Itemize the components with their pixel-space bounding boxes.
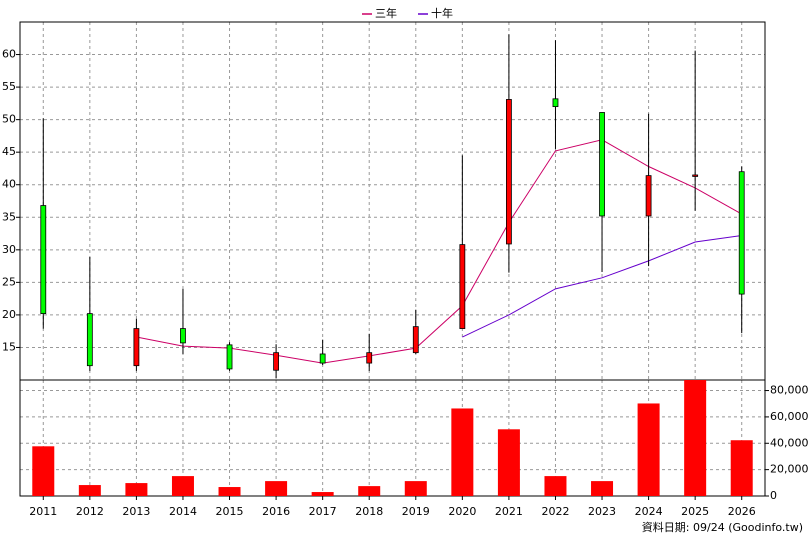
bar [497,429,520,496]
bar [684,380,707,496]
candle-body [273,352,279,371]
bar [218,487,241,496]
y-tick-label: 20,000 [770,463,808,476]
candle-body [366,352,373,364]
candle-body [645,175,652,217]
x-tick-label: 2018 [355,505,383,518]
y-tick-label: 0 [770,489,777,502]
x-tick-label: 2020 [448,505,476,518]
bar [544,476,567,496]
x-tick-label: 2012 [76,505,104,518]
y-tick-label: 15 [2,340,16,353]
candle-body [180,328,186,344]
candle-body [506,99,512,245]
bar [637,403,660,496]
panel-border [19,379,766,497]
candle-body [412,326,419,354]
y-tick-label: 40 [2,178,16,191]
candle-body [40,205,47,315]
candle-body [459,244,466,329]
x-tick-label: 2017 [309,505,337,518]
y-tick-label: 25 [2,275,16,288]
candle-body [738,171,745,295]
bar [32,446,55,496]
candle-body [692,174,699,177]
x-tick-label: 2019 [402,505,430,518]
x-tick-label: 2023 [588,505,616,518]
x-tick-label: 2024 [635,505,663,518]
bar [591,481,614,496]
y-tick-label: 60,000 [770,410,808,423]
x-tick-label: 2014 [169,505,197,518]
y-tick-label: 60 [2,48,16,61]
x-tick-label: 2025 [681,505,709,518]
candle-body [552,98,559,108]
bar [358,486,381,496]
bar [125,483,148,496]
x-tick-label: 2015 [216,505,244,518]
y-tick-label: 30 [2,243,16,256]
source-note: 資料日期: 09/24 (Goodinfo.tw) [642,520,803,534]
candle-body [133,328,140,367]
x-tick-label: 2013 [122,505,150,518]
y-tick-label: 50 [2,113,16,126]
bar [451,408,474,496]
bar [78,485,101,496]
y-tick-label: 20 [2,308,16,321]
x-tick-label: 2016 [262,505,290,518]
x-tick-label: 2011 [29,505,57,518]
legend-label: 十年 [431,6,453,20]
bar [730,440,753,496]
candle-body [319,353,326,364]
y-tick-label: 35 [2,210,16,223]
candle-body [86,313,93,367]
bar [404,481,427,496]
x-tick-label: 2026 [728,505,756,518]
x-tick-label: 2022 [541,505,569,518]
candle-body [226,344,233,370]
y-tick-label: 45 [2,145,16,158]
bar [171,476,194,496]
line-series [462,235,742,338]
x-tick-label: 2021 [495,505,523,518]
y-tick-label: 80,000 [770,384,808,397]
bar [311,492,334,496]
y-tick-label: 55 [2,80,16,93]
line-series [136,139,742,364]
bar [265,481,288,496]
candle-body [599,112,605,217]
y-tick-label: 40,000 [770,436,808,449]
legend-label: 三年 [375,6,397,20]
